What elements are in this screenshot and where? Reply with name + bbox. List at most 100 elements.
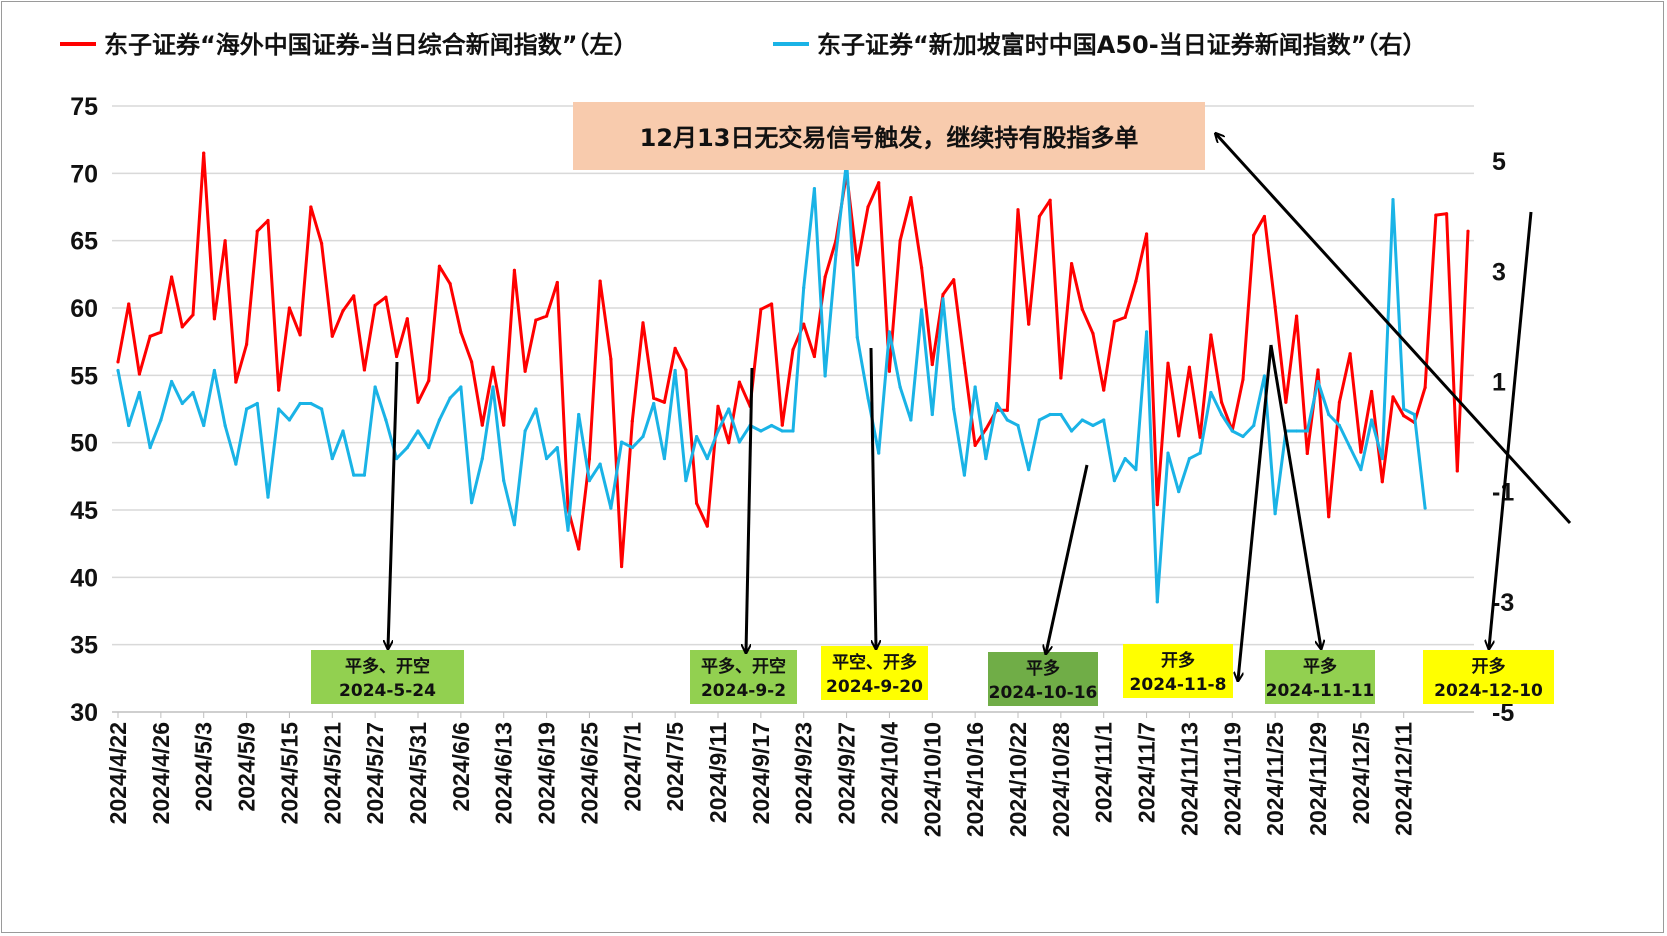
series-point (234, 462, 238, 466)
series-point (780, 429, 784, 433)
series-point (180, 401, 184, 406)
series-point (962, 361, 967, 365)
series-point (1380, 456, 1384, 461)
x-tick-label: 2024/11/1 (1091, 722, 1117, 823)
series-point (416, 429, 420, 433)
signal-arrow (869, 347, 876, 648)
legend-label: 东子证券“海外中国证券-当日综合新闻指数”（左） (104, 31, 638, 59)
series-line-right (116, 159, 1427, 604)
series-point (1273, 305, 1277, 309)
series-point (909, 195, 913, 200)
series-point (630, 445, 634, 450)
signal-action: 开多 (1472, 656, 1506, 677)
series-point (159, 418, 163, 422)
x-tick-label: 2024/11/25 (1262, 722, 1288, 836)
series-point (394, 456, 399, 461)
series-point (1316, 368, 1320, 372)
legend-label: 东子证券“新加坡富时中国A50-当日证券新闻指数”（右） (817, 31, 1426, 59)
x-tick-label: 2024/12/11 (1391, 722, 1417, 836)
series-point (1327, 412, 1331, 417)
series-point (384, 418, 388, 422)
series-point (1219, 400, 1224, 404)
series-point (823, 275, 827, 279)
series-point (619, 564, 624, 569)
signal-date: 2024-11-11 (1266, 681, 1375, 701)
series-point (1048, 198, 1052, 202)
series-point (319, 407, 324, 411)
y-left-tick: 35 (70, 632, 98, 660)
series-point (1369, 389, 1374, 394)
series-point (223, 239, 227, 243)
series-point (502, 423, 506, 427)
signal-date: 2024-10-16 (989, 683, 1098, 703)
series-point (512, 523, 517, 527)
x-tick-label: 2024/10/16 (962, 722, 988, 837)
series-point (459, 385, 463, 389)
series-point (469, 501, 474, 505)
series-point (287, 418, 292, 422)
series-point (866, 396, 870, 400)
series-point (737, 440, 742, 444)
series-point (298, 401, 302, 406)
series-point (266, 218, 270, 223)
series-point (1402, 414, 1406, 418)
series-point (373, 385, 377, 389)
series-point (534, 407, 538, 411)
series-point (716, 404, 720, 408)
series-point (1112, 479, 1117, 483)
series-point (116, 360, 120, 364)
series-point (898, 385, 902, 389)
y-right-tick: 1 (1492, 368, 1506, 396)
series-point (1305, 451, 1309, 456)
x-tick-label: 2024/5/31 (405, 722, 431, 825)
series-line-left (116, 151, 1470, 569)
y-left-tick: 50 (70, 430, 98, 458)
series-point (1091, 423, 1095, 428)
series-point (234, 380, 238, 384)
series-point (802, 286, 806, 290)
series-point (994, 401, 999, 406)
series-point (694, 434, 699, 439)
series-point (352, 473, 356, 477)
series-point (480, 423, 484, 427)
series-point (877, 181, 881, 185)
signal-date: 2024-11-8 (1130, 675, 1227, 695)
series-point (1294, 314, 1299, 318)
series-point (394, 354, 399, 359)
series-point (791, 429, 795, 433)
series-point (941, 292, 945, 297)
left-axis: 30 35 40 45 50 55 60 65 70 75 (70, 93, 98, 727)
series-point (1455, 469, 1459, 473)
series-point (448, 396, 452, 400)
series-point (812, 354, 817, 359)
x-tick-label: 2024/5/21 (319, 722, 345, 825)
series-point (1273, 512, 1277, 516)
series-point (491, 385, 495, 389)
x-tick-label: 2024/11/29 (1305, 722, 1331, 836)
y-left-tick: 40 (70, 564, 98, 592)
signal-arrow (1269, 344, 1321, 648)
signal-action: 平多 (1303, 656, 1337, 677)
series-point (1348, 445, 1352, 450)
series-point (1187, 365, 1192, 369)
series-point (191, 313, 195, 317)
series-point (566, 528, 570, 532)
series-point (919, 308, 924, 312)
series-point (577, 412, 581, 417)
series-point (127, 302, 131, 306)
series-point (1198, 451, 1202, 455)
signal-box (1423, 650, 1554, 704)
x-tick-label: 2024/6/13 (491, 722, 517, 824)
series-point (1241, 434, 1245, 439)
x-tick-label: 2024/4/22 (105, 722, 131, 824)
series-point (705, 524, 709, 528)
series-point (984, 456, 988, 461)
series-point (523, 369, 527, 373)
series-point (1166, 361, 1170, 365)
series-point (1434, 213, 1438, 217)
series-point (694, 501, 699, 505)
series-point (769, 423, 774, 428)
signal-box (311, 650, 464, 704)
y-left-tick: 70 (70, 160, 98, 188)
